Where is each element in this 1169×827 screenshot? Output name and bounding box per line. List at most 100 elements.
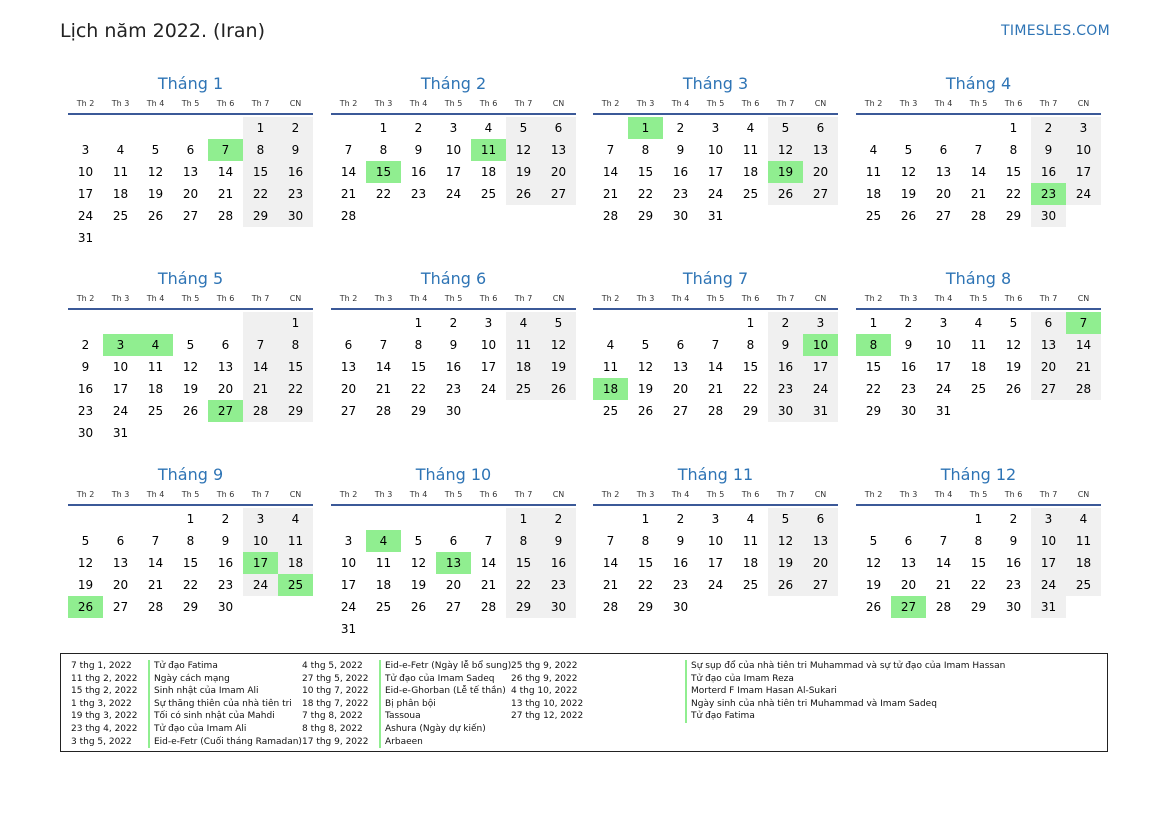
legend-holiday-name: Tử đạo Fatima [685, 710, 1051, 723]
holiday-day-cell: 17 [243, 552, 278, 574]
day-cell: 12 [865, 556, 882, 570]
weekday-label: CN [1077, 99, 1090, 108]
empty-day-cell [208, 312, 243, 334]
empty-day-cell [926, 508, 961, 530]
day-cell: 20 [340, 382, 357, 396]
legend-row: 4 thg 5, 2022 Eid-e-Fetr (Ngày lễ bổ sung… [302, 660, 517, 673]
day-cell: 4 [869, 143, 878, 157]
weekday-label: Th 5 [706, 294, 725, 303]
day-cell: 18 [1066, 552, 1101, 574]
brand-link[interactable]: TIMESLES.COM [1001, 23, 1110, 39]
week-row: 7 8 9 10 11 12 13 [331, 139, 576, 161]
day-cell: 22 [182, 578, 199, 592]
day-cell: 30 [768, 400, 803, 422]
day-cell: 18 [480, 165, 497, 179]
day-cell: 27 [935, 209, 952, 223]
weekday-label: CN [289, 490, 302, 499]
weekday-label: Th 3 [899, 99, 918, 108]
day-cell: 18 [147, 382, 164, 396]
day-cell: 19 [182, 382, 199, 396]
day-cell: 1 [278, 312, 313, 334]
legend-holiday-name: Morterd F Imam Hasan Al-Sukari [685, 685, 1051, 698]
week-row: 13 14 15 16 17 18 19 [331, 356, 576, 378]
day-cell: 28 [970, 209, 987, 223]
empty-day-cell [698, 596, 733, 618]
weekday-label: Th 3 [374, 490, 393, 499]
day-cell: 17 [340, 578, 357, 592]
empty-day-cell [1031, 400, 1066, 422]
day-cell: 5 [641, 338, 650, 352]
day-cell: 13 [672, 360, 689, 374]
weekday-header: Th 2 Th 3 Th 4 Th 5 Th 6 Th 7 CN [68, 490, 313, 506]
day-cell: 2 [81, 338, 90, 352]
weekday-header: Th 2 Th 3 Th 4 Th 5 Th 6 Th 7 CN [593, 490, 838, 506]
weekday-label: Th 6 [216, 99, 235, 108]
week-row: 21 22 23 24 25 26 27 [593, 183, 838, 205]
day-cell: 13 [182, 165, 199, 179]
legend-date: 27 thg 5, 2022 [302, 673, 369, 684]
weekday-label: Th 3 [636, 490, 655, 499]
day-cell: 16 [1005, 556, 1022, 570]
day-cell: 21 [375, 382, 392, 396]
day-cell: 10 [243, 530, 278, 552]
day-cell: 10 [445, 143, 462, 157]
weekday-label: Th 3 [111, 99, 130, 108]
day-cell: 20 [217, 382, 234, 396]
day-cell: 17 [707, 165, 724, 179]
week-row: 27 28 29 30 [331, 400, 576, 422]
legend-row: 15 thg 2, 2022 Sinh nhật của Imam Ali [71, 685, 309, 698]
empty-day-cell [506, 205, 541, 227]
day-cell: 27 [112, 600, 129, 614]
day-cell: 8 [1009, 143, 1018, 157]
month-title: Tháng 9 [157, 465, 224, 484]
legend-holiday-name: Arbaeen [379, 735, 517, 749]
empty-day-cell [208, 422, 243, 444]
day-cell: 17 [1031, 552, 1066, 574]
weekday-label: Th 5 [444, 490, 463, 499]
day-cell: 11 [865, 165, 882, 179]
day-cell: 18 [112, 187, 129, 201]
day-cell: 3 [803, 312, 838, 334]
weekday-label: Th 6 [216, 490, 235, 499]
day-cell: 27 [340, 404, 357, 418]
day-cell: 3 [939, 316, 948, 330]
legend-date: 1 thg 3, 2022 [71, 698, 132, 709]
empty-day-cell [698, 312, 733, 334]
weekday-label: Th 3 [899, 490, 918, 499]
day-cell: 10 [480, 338, 497, 352]
day-cell: 17 [803, 356, 838, 378]
weekday-label: Th 3 [899, 294, 918, 303]
day-cell: 12 [506, 139, 541, 161]
week-row: 5 6 7 8 9 10 11 [856, 530, 1101, 552]
day-cell: 18 [506, 356, 541, 378]
day-cell: 19 [541, 356, 576, 378]
day-cell: 18 [865, 187, 882, 201]
weekday-label: Th 5 [444, 294, 463, 303]
weekday-label: Th 6 [479, 490, 498, 499]
day-cell: 8 [746, 338, 755, 352]
legend-date: 15 thg 2, 2022 [71, 686, 138, 697]
month-title: Tháng 11 [677, 465, 754, 484]
legend-holiday-name: Tử đạo của Imam Reza [685, 672, 1051, 686]
empty-day-cell [173, 227, 208, 249]
day-cell: 7 [344, 143, 353, 157]
weekday-label: Th 5 [181, 294, 200, 303]
week-row: 1 [68, 312, 313, 334]
day-cell: 27 [672, 404, 689, 418]
day-cell: 22 [865, 382, 882, 396]
legend-row: 10 thg 7, 2022 Eid-e-Ghorban (Lễ tế thần) [302, 685, 517, 698]
weekday-label: CN [289, 99, 302, 108]
day-cell: 10 [707, 534, 724, 548]
day-cell: 11 [742, 143, 759, 157]
holiday-day-cell: 25 [278, 574, 313, 596]
day-cell: 31 [340, 622, 357, 636]
day-cell: 6 [344, 338, 353, 352]
empty-day-cell [471, 205, 506, 227]
week-row: 31 [331, 618, 576, 640]
month-block: Tháng 9 Th 2 Th 3 Th 4 Th 5 Th 6 Th 7 CN 1 2 3 4 5 6 7… [68, 465, 313, 618]
day-cell: 23 [445, 382, 462, 396]
weekday-label: Th 7 [776, 490, 795, 499]
empty-day-cell [243, 422, 278, 444]
day-cell: 16 [672, 165, 689, 179]
